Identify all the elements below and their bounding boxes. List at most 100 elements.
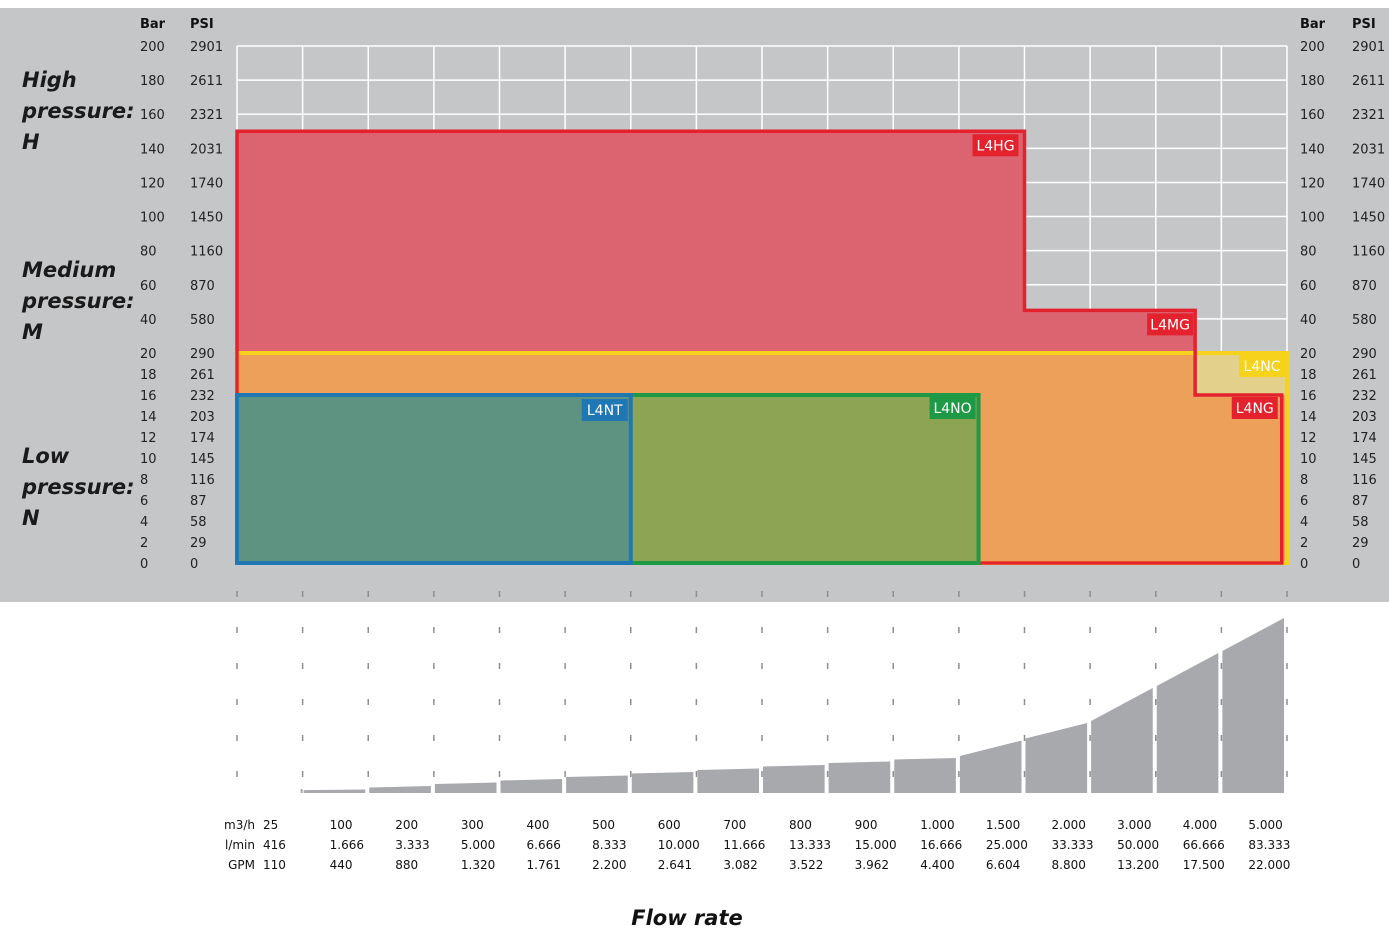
tick-psi-left: 1160 xyxy=(190,245,223,260)
tick-psi-left: 87 xyxy=(190,494,207,509)
tick-bar-right: 20 xyxy=(1300,347,1317,362)
flow-value-gpm: 110 xyxy=(263,858,286,872)
flow-value-m3h: 900 xyxy=(855,818,878,832)
zone-label-l4ng: L4NG xyxy=(1236,401,1274,417)
tick-psi-left: 2901 xyxy=(190,40,223,55)
pressure-category-label: M xyxy=(22,320,43,344)
flow-value-lmin: 15.000 xyxy=(855,838,897,852)
tick-bar-right: 40 xyxy=(1300,313,1317,328)
tick-bar-right: 140 xyxy=(1300,142,1325,157)
tick-psi-right: 29 xyxy=(1352,536,1369,551)
tick-bar-left: 0 xyxy=(140,557,148,572)
flow-bar xyxy=(500,779,563,793)
flow-value-m3h: 4.000 xyxy=(1183,818,1217,832)
flow-value-gpm: 880 xyxy=(395,858,418,872)
flow-value-gpm: 17.500 xyxy=(1183,858,1225,872)
flow-value-lmin: 50.000 xyxy=(1117,838,1159,852)
flow-value-gpm: 2.641 xyxy=(658,858,692,872)
tick-bar-left: 160 xyxy=(140,108,165,123)
tick-psi-right: 1450 xyxy=(1352,211,1385,226)
tick-bar-left: 80 xyxy=(140,245,157,260)
flow-bar xyxy=(1156,653,1219,793)
flow-unit-label: m3/h xyxy=(224,818,255,832)
axis-unit-psi: PSI xyxy=(190,17,214,32)
flow-bar xyxy=(1222,618,1284,793)
flow-bar xyxy=(303,789,366,793)
pressure-zones xyxy=(235,129,1289,565)
flow-value-gpm: 2.200 xyxy=(592,858,626,872)
flow-value-gpm: 1.761 xyxy=(527,858,561,872)
flow-value-m3h: 25 xyxy=(263,818,278,832)
flow-value-gpm: 3.082 xyxy=(723,858,757,872)
tick-bar-right: 200 xyxy=(1300,40,1325,55)
flow-value-m3h: 700 xyxy=(723,818,746,832)
flow-value-m3h: 600 xyxy=(658,818,681,832)
flow-value-lmin: 3.333 xyxy=(395,838,429,852)
zone-label-bg-l4no xyxy=(929,397,976,419)
flow-value-m3h: 1.500 xyxy=(986,818,1020,832)
flow-bar xyxy=(959,740,1022,793)
tick-bar-right: 2 xyxy=(1300,536,1308,551)
zone-labels: L4HG L4MG L4NC L4NG L4NO L4NT xyxy=(581,134,1285,421)
zone-label-l4nt: L4NT xyxy=(587,403,623,419)
flow-bar xyxy=(828,761,891,793)
tick-psi-right: 2611 xyxy=(1352,74,1385,89)
tick-psi-left: 290 xyxy=(190,347,215,362)
flow-bar xyxy=(434,782,497,793)
tick-bar-right: 10 xyxy=(1300,452,1317,467)
pressure-category-label: H xyxy=(22,130,40,154)
flow-value-gpm: 4.400 xyxy=(920,858,954,872)
flow-value-lmin: 25.000 xyxy=(986,838,1028,852)
flow-value-m3h: 5.000 xyxy=(1248,818,1282,832)
tick-psi-right: 145 xyxy=(1352,452,1377,467)
flow-labels: m3/h l/min GPM 25 416 110 100 1.666 440 200 3.333 8… xyxy=(224,818,1290,872)
flow-value-gpm: 6.604 xyxy=(986,858,1020,872)
flow-value-gpm: 440 xyxy=(330,858,353,872)
tick-bar-left: 14 xyxy=(140,410,157,425)
flow-value-m3h: 500 xyxy=(592,818,615,832)
zone-label-bg-l4ng xyxy=(1231,397,1278,419)
tick-psi-right: 203 xyxy=(1352,410,1377,425)
pressure-category-label: High xyxy=(22,68,77,92)
flow-bars xyxy=(300,618,1284,793)
flow-unit-label: l/min xyxy=(225,838,255,852)
tick-bar-left: 2 xyxy=(140,536,148,551)
tick-bar-right: 16 xyxy=(1300,389,1317,404)
flow-value-lmin: 16.666 xyxy=(920,838,962,852)
tick-psi-left: 870 xyxy=(190,279,215,294)
tick-psi-right: 290 xyxy=(1352,347,1377,362)
flow-value-lmin: 10.000 xyxy=(658,838,700,852)
flow-bar xyxy=(1091,688,1153,793)
flow-value-gpm: 1.320 xyxy=(461,858,495,872)
tick-bar-left: 6 xyxy=(140,494,148,509)
tick-psi-left: 2031 xyxy=(190,142,223,157)
zone-l4nt-outline xyxy=(235,393,633,565)
flow-value-m3h: 800 xyxy=(789,818,812,832)
tick-bar-right: 60 xyxy=(1300,279,1317,294)
tick-psi-right: 58 xyxy=(1352,515,1369,530)
tick-bar-left: 16 xyxy=(140,389,157,404)
zone-l4hg-fill xyxy=(237,131,1196,353)
flow-value-m3h: 100 xyxy=(330,818,353,832)
zone-label-bg-l4nt xyxy=(581,399,628,421)
tick-bar-left: 20 xyxy=(140,347,157,362)
flow-value-gpm: 3.522 xyxy=(789,858,823,872)
tick-bar-left: 8 xyxy=(140,473,148,488)
tick-psi-right: 2901 xyxy=(1352,40,1385,55)
tick-psi-right: 2321 xyxy=(1352,108,1385,123)
tick-psi-left: 145 xyxy=(190,452,215,467)
flow-bar xyxy=(763,765,825,793)
flow-value-lmin: 11.666 xyxy=(723,838,765,852)
flow-value-m3h: 200 xyxy=(395,818,418,832)
flow-value-gpm: 22.000 xyxy=(1248,858,1290,872)
tick-bar-right: 6 xyxy=(1300,494,1308,509)
flow-value-lmin: 33.333 xyxy=(1052,838,1094,852)
tick-bar-right: 14 xyxy=(1300,410,1317,425)
zone-l4nt-fill xyxy=(237,395,631,563)
zone-label-bg-l4mg xyxy=(1147,313,1194,336)
zone-label-l4hg: L4HG xyxy=(976,138,1014,154)
pressure-category-label: Medium xyxy=(22,258,116,282)
tick-psi-right: 580 xyxy=(1352,313,1377,328)
tick-bar-right: 100 xyxy=(1300,211,1325,226)
